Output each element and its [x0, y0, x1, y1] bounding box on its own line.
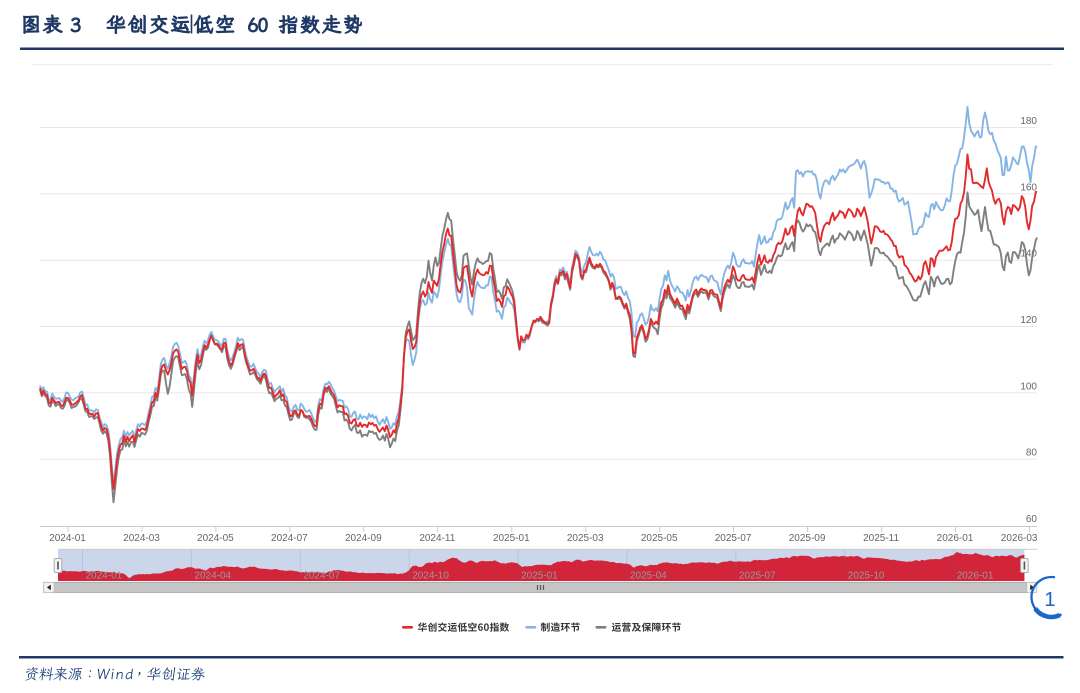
svg-text:2025-04: 2025-04 [630, 571, 667, 582]
svg-text:2024-11: 2024-11 [419, 533, 455, 544]
svg-text:2024-07: 2024-07 [271, 533, 308, 544]
svg-text:100: 100 [1020, 381, 1037, 392]
svg-text:2026-01: 2026-01 [937, 533, 974, 544]
svg-text:2025-07: 2025-07 [715, 533, 752, 544]
svg-text:2026-01: 2026-01 [957, 571, 994, 582]
svg-text:2024-01: 2024-01 [49, 533, 86, 544]
svg-text:2024-09: 2024-09 [345, 533, 382, 544]
svg-text:160: 160 [1020, 182, 1037, 193]
svg-text:2024-07: 2024-07 [303, 571, 340, 582]
svg-text:180: 180 [1020, 116, 1037, 127]
svg-text:2025-01: 2025-01 [521, 571, 558, 582]
svg-text:2025-01: 2025-01 [493, 533, 530, 544]
svg-text:2025-09: 2025-09 [789, 533, 826, 544]
svg-text:2025-10: 2025-10 [848, 571, 885, 582]
svg-text:2025-03: 2025-03 [567, 533, 604, 544]
svg-text:2025-05: 2025-05 [641, 533, 678, 544]
svg-text:60: 60 [1026, 514, 1038, 525]
svg-text:140: 140 [1020, 249, 1037, 260]
svg-text:2026-03: 2026-03 [1001, 533, 1038, 544]
svg-text:2024-10: 2024-10 [412, 571, 449, 582]
svg-text:2024-01: 2024-01 [86, 571, 123, 582]
svg-text:2025-11: 2025-11 [863, 533, 899, 544]
svg-text:1: 1 [1044, 588, 1055, 611]
svg-text:2024-03: 2024-03 [123, 533, 160, 544]
svg-text:2025-07: 2025-07 [739, 571, 776, 582]
svg-text:2024-05: 2024-05 [197, 533, 234, 544]
svg-text:120: 120 [1020, 315, 1037, 326]
svg-text:80: 80 [1026, 448, 1038, 459]
svg-text:2024-04: 2024-04 [194, 571, 231, 582]
